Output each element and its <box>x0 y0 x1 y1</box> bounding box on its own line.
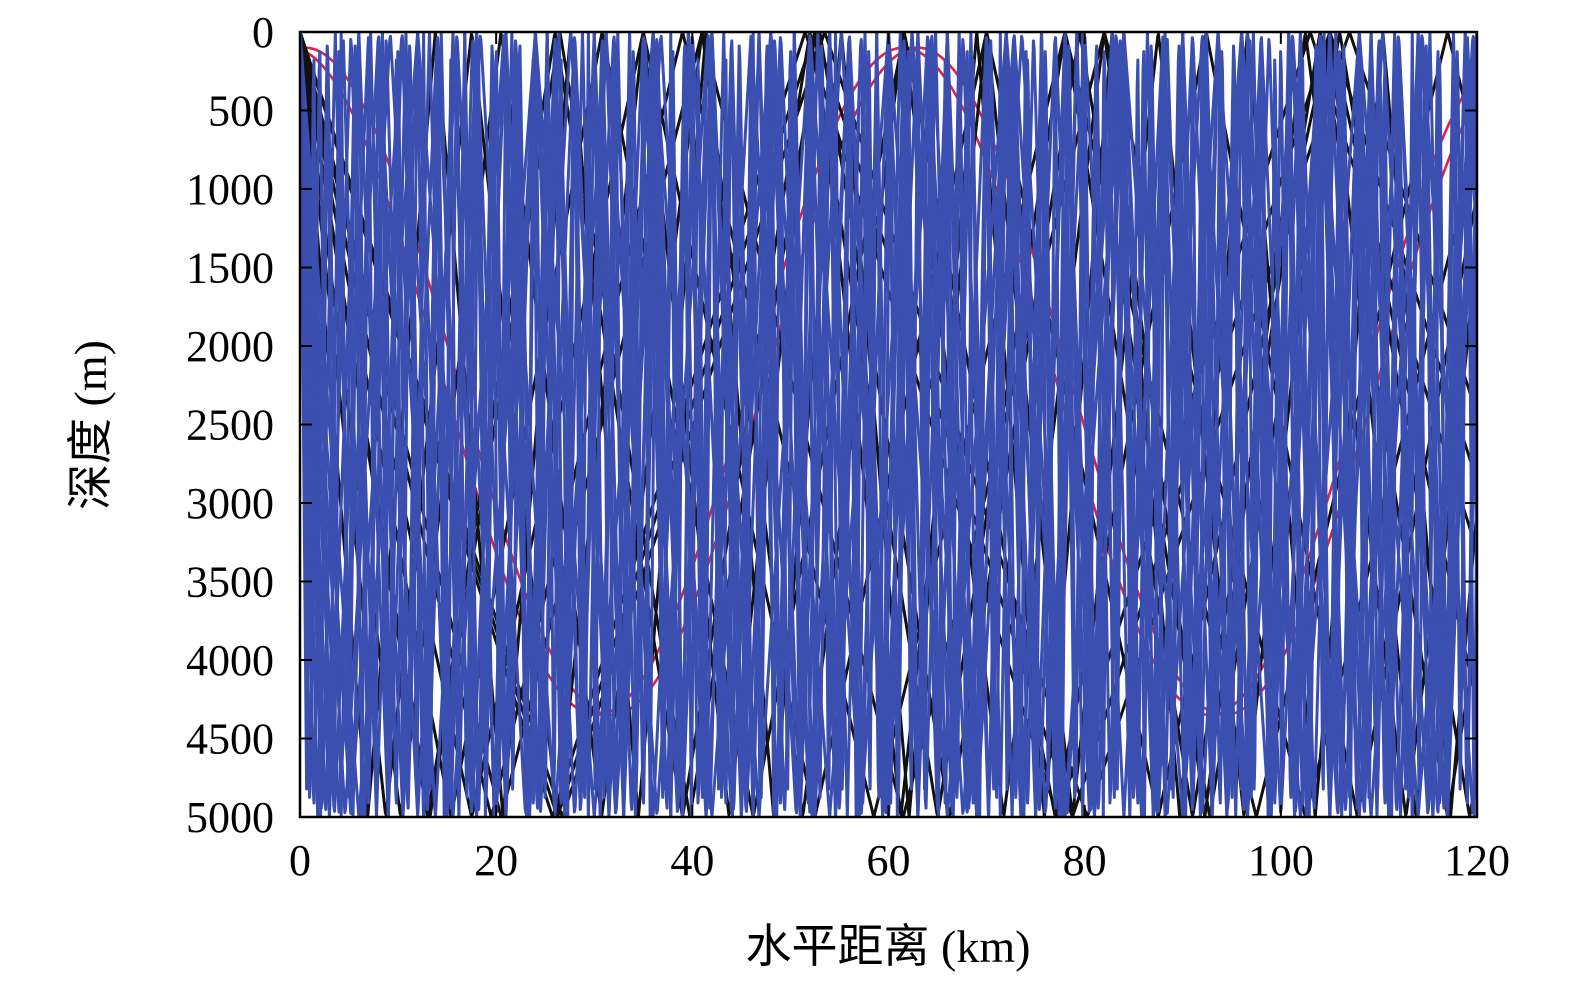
bounce-ray-22 <box>300 32 1477 817</box>
y-tick-label: 1500 <box>186 244 274 293</box>
rays-layer <box>300 32 1477 817</box>
y-tick-label: 5000 <box>186 793 274 842</box>
bounce-ray-25 <box>300 32 1477 817</box>
y-tick-label: 0 <box>252 8 274 57</box>
y-tick-label: 500 <box>208 87 274 136</box>
x-tick-label: 60 <box>867 836 911 885</box>
x-tick-label: 20 <box>474 836 518 885</box>
y-tick-label: 2500 <box>186 401 274 450</box>
labels-layer: 0 20 40 60 80 100 120 0 500 1000 1500 2000 2500 3000 3… <box>186 8 1510 885</box>
bounce-ray-24 <box>300 32 1477 817</box>
y-tick-label: 1000 <box>186 165 274 214</box>
y-tick-label: 3500 <box>186 558 274 607</box>
ticks-layer <box>299 31 1478 818</box>
x-tick-label: 0 <box>289 836 311 885</box>
x-tick-label: 100 <box>1248 836 1314 885</box>
x-tick-label: 80 <box>1063 836 1107 885</box>
y-tick-label: 4500 <box>186 715 274 764</box>
x-axis-label: 水平距离 (km) <box>746 921 1031 972</box>
x-tick-label: 40 <box>670 836 714 885</box>
bounce-ray-23 <box>300 32 1477 817</box>
y-tick-label: 3000 <box>186 479 274 528</box>
y-tick-label: 4000 <box>186 636 274 685</box>
y-tick-label: 2000 <box>186 322 274 371</box>
x-tick-label: 120 <box>1444 836 1510 885</box>
y-axis-label: 深度 (m) <box>65 340 116 510</box>
